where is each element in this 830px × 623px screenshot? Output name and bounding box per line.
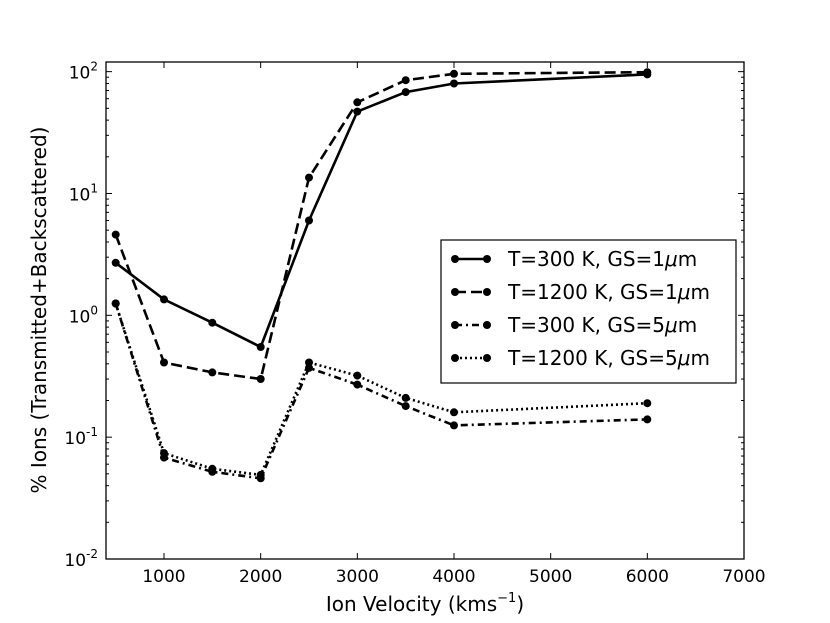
y-axis-label: % Ions (Transmitted+Backscattered) xyxy=(27,127,51,494)
x-tick-label: 5000 xyxy=(529,567,572,587)
legend-marker xyxy=(451,354,459,362)
legend-marker xyxy=(483,321,491,329)
data-point xyxy=(305,173,313,182)
data-point xyxy=(401,393,410,402)
data-point xyxy=(450,408,458,417)
data-point xyxy=(401,76,410,85)
data-point xyxy=(643,415,652,424)
y-tick-label: 10-1 xyxy=(64,425,98,449)
data-point xyxy=(208,464,217,473)
data-point xyxy=(160,449,168,458)
legend-label-2: T=1200 K, GS=1μm xyxy=(507,280,710,304)
data-point xyxy=(256,375,265,383)
data-point xyxy=(111,258,120,267)
data-point xyxy=(401,402,410,411)
legend: T=300 K, GS=1μm T=1200 K, GS=1μm T=300 K, … xyxy=(440,239,737,384)
legend-label-1: T=300 K, GS=1μm xyxy=(507,247,697,271)
x-tick-label: 4000 xyxy=(432,567,475,587)
data-point xyxy=(111,230,120,239)
data-point xyxy=(353,371,362,380)
data-point xyxy=(450,421,458,430)
data-point xyxy=(353,380,362,389)
legend-marker xyxy=(451,255,459,263)
legend-marker xyxy=(483,354,491,362)
data-point xyxy=(111,299,120,308)
series-layer xyxy=(111,68,652,483)
data-point xyxy=(208,368,217,377)
data-point xyxy=(450,79,458,88)
data-point xyxy=(305,358,313,367)
legend-marker xyxy=(451,321,459,329)
data-point xyxy=(305,216,313,225)
y-tick-label: 100 xyxy=(69,303,98,327)
legend-marker xyxy=(483,255,491,263)
data-point xyxy=(160,358,168,367)
x-tick-label: 1000 xyxy=(142,567,185,587)
data-point xyxy=(208,318,217,327)
data-point xyxy=(643,68,652,77)
ticks-layer: 1000 2000 3000 4000 5000 6000 7000 10-2 10-1 100 1… xyxy=(64,60,765,587)
series-line-4 xyxy=(114,303,648,477)
y-tick-label: 102 xyxy=(69,60,98,84)
legend-label-4: T=1200 K, GS=5μm xyxy=(507,346,710,370)
legend-marker xyxy=(451,288,459,296)
data-point xyxy=(353,98,362,107)
legend-label-3: T=300 K, GS=5μm xyxy=(507,313,697,337)
x-tick-label: 6000 xyxy=(626,567,669,587)
data-point xyxy=(450,69,458,78)
y-tick-label: 10-2 xyxy=(64,547,98,571)
y-tick-label: 101 xyxy=(69,181,98,205)
data-point xyxy=(160,295,168,304)
data-point xyxy=(256,343,265,351)
plot-frame xyxy=(105,61,745,560)
x-tick-label: 2000 xyxy=(239,567,282,587)
data-point xyxy=(643,399,652,408)
x-tick-label: 3000 xyxy=(336,567,379,587)
x-axis-label: Ion Velocity (kms−1) xyxy=(326,591,524,616)
legend-marker xyxy=(483,288,491,296)
data-point xyxy=(256,470,265,479)
x-tick-label: 7000 xyxy=(722,567,765,587)
data-point xyxy=(401,88,410,97)
data-point xyxy=(353,107,362,116)
